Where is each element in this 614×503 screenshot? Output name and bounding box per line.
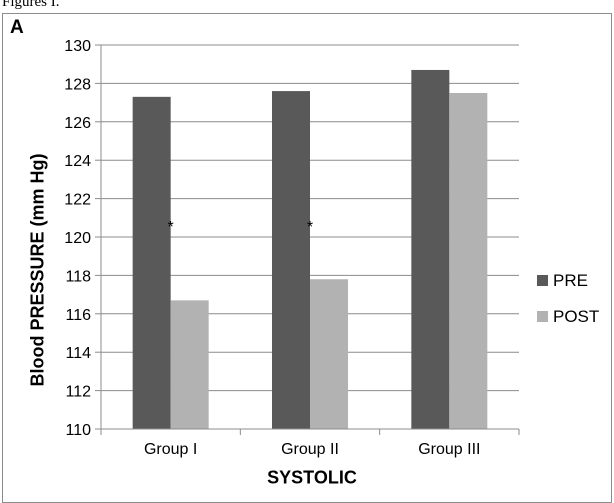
x-tick-label: Group III (418, 441, 480, 458)
y-tick-label: 110 (65, 422, 91, 439)
x-tick-labels: Group I Group II Group III (144, 441, 480, 458)
bar-pre-3 (411, 69, 450, 430)
legend: PRE POST (537, 271, 599, 326)
panel-label: A (10, 17, 24, 38)
y-tick-label: 130 (64, 38, 91, 55)
y-tick-label: 128 (64, 76, 91, 93)
bar-pre-2 (272, 91, 310, 429)
y-tick-label: 122 (64, 192, 91, 209)
legend-swatch-post (537, 311, 548, 322)
y-tick-label: 124 (64, 153, 91, 170)
y-tick-label: 114 (65, 345, 91, 362)
bar-post-1 (170, 300, 209, 429)
legend-swatch-pre (537, 275, 548, 286)
bar-post-2 (310, 279, 348, 429)
x-axis-label: SYSTOLIC (267, 467, 357, 488)
y-tick-label: 116 (65, 307, 91, 324)
x-tick-label: Group I (144, 441, 197, 458)
annotations: * * (168, 219, 314, 236)
axes (95, 44, 520, 435)
significance-marker: * (307, 219, 313, 236)
x-tick-label: Group II (281, 441, 339, 458)
y-tick-label: 126 (64, 115, 91, 132)
significance-marker: * (168, 219, 174, 236)
bar-pre-1 (132, 96, 171, 429)
y-tick-label: 112 (65, 384, 91, 401)
y-tick-labels: 110 112 114 116 118 120 122 124 126 128 130 (64, 38, 91, 439)
bars (132, 69, 488, 430)
legend-label-post: POST (553, 307, 599, 326)
bar-post-3 (449, 93, 488, 429)
y-tick-label: 120 (64, 230, 91, 247)
figure-caption: Figures I. (2, 0, 60, 10)
y-tick-label: 118 (65, 268, 91, 285)
legend-label-pre: PRE (553, 271, 588, 290)
